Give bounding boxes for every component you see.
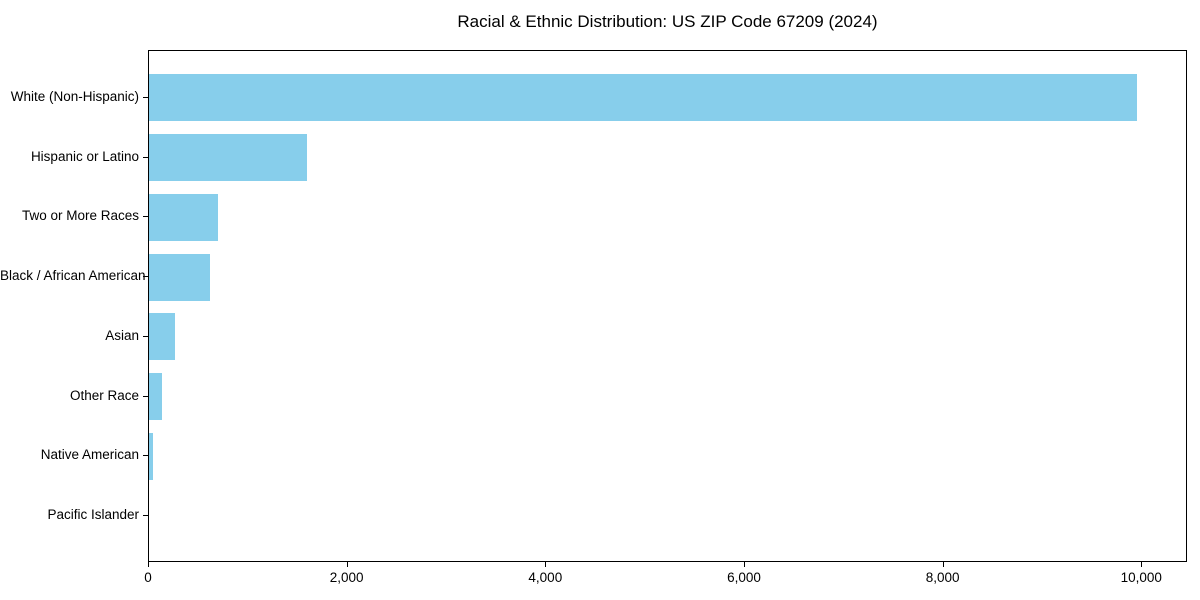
x-tick-10-000: [1141, 562, 1143, 567]
y-tick-other-race: [143, 395, 148, 397]
y-label-pacific-islander: Pacific Islander: [47, 507, 139, 523]
bar-native-american: [149, 432, 154, 480]
y-label-asian: Asian: [105, 327, 139, 343]
y-label-white-non-hispanic: White (Non-Hispanic): [10, 88, 139, 104]
x-tick-label-2-000: 2,000: [329, 570, 364, 585]
x-tick-label-4-000: 4,000: [528, 570, 563, 585]
x-tick-2-000: [346, 562, 348, 567]
y-tick-black-african-american: [143, 276, 148, 278]
y-label-other-race: Other Race: [69, 387, 139, 403]
bar-white-non-hispanic: [149, 74, 1138, 122]
y-label-hispanic-or-latino: Hispanic or Latino: [30, 148, 139, 164]
x-tick-8-000: [942, 562, 944, 567]
y-label-black-african-american: Black / African American: [0, 268, 146, 284]
x-tick-label-6-000: 6,000: [727, 570, 761, 585]
x-tick-0: [148, 562, 149, 567]
y-tick-pacific-islander: [143, 515, 148, 517]
x-tick-label-10-000: 10,000: [1120, 570, 1162, 585]
y-tick-native-american: [143, 455, 148, 457]
y-tick-hispanic-or-latino: [143, 156, 148, 158]
y-tick-asian: [143, 335, 148, 337]
x-tick-label-8-000: 8,000: [925, 570, 960, 585]
y-label-two-or-more-races: Two or More Races: [21, 208, 139, 224]
x-tick-label-0: 0: [144, 570, 152, 585]
bar-two-or-more-races: [149, 193, 218, 241]
x-tick-6-000: [743, 562, 745, 567]
y-tick-two-or-more-races: [143, 216, 148, 218]
plot-area: [148, 50, 1187, 562]
x-tick-4-000: [545, 562, 547, 567]
bar-asian: [149, 313, 175, 361]
bar-hispanic-or-latino: [149, 134, 307, 182]
bar-other-race: [149, 373, 162, 421]
y-label-native-american: Native American: [40, 447, 139, 463]
bar-black-african-american: [149, 253, 210, 301]
y-tick-white-non-hispanic: [143, 96, 148, 98]
chart-title: Racial & Ethnic Distribution: US ZIP Cod…: [457, 12, 878, 31]
